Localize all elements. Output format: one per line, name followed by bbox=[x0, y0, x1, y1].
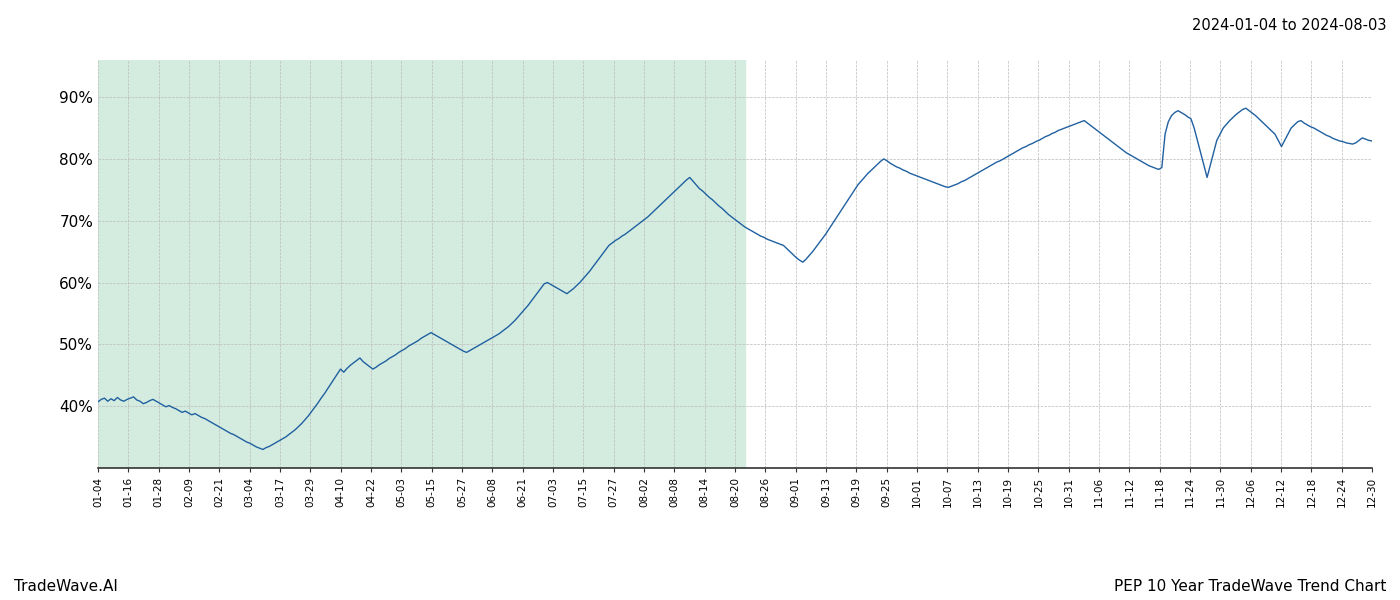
Bar bbox=[98, 60, 745, 468]
Text: 2024-01-04 to 2024-08-03: 2024-01-04 to 2024-08-03 bbox=[1191, 18, 1386, 33]
Text: TradeWave.AI: TradeWave.AI bbox=[14, 579, 118, 594]
Text: PEP 10 Year TradeWave Trend Chart: PEP 10 Year TradeWave Trend Chart bbox=[1113, 579, 1386, 594]
